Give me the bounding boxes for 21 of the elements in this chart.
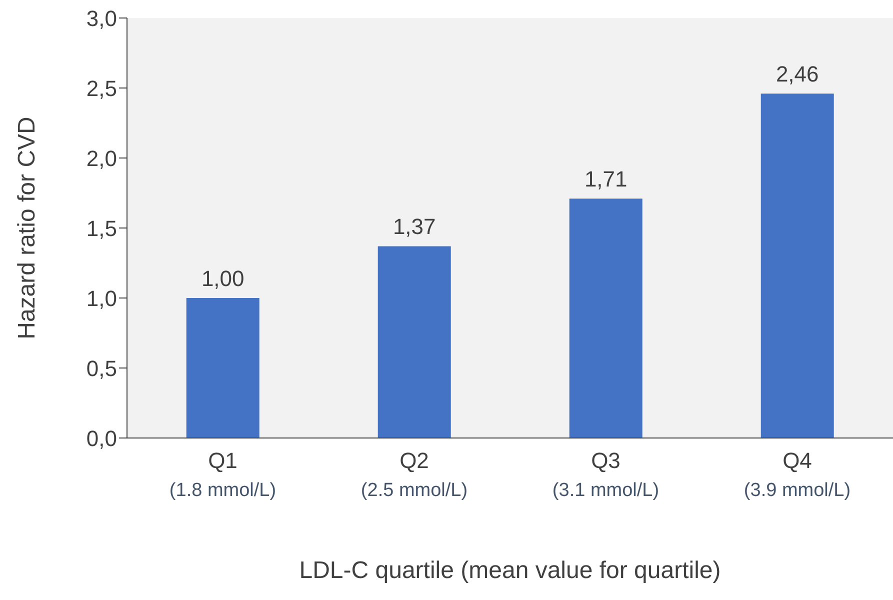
y-tick-label: 2,0 xyxy=(86,146,117,171)
y-tick-label: 3,0 xyxy=(86,6,117,31)
data-label: 1,71 xyxy=(584,166,628,192)
data-label: 1,00 xyxy=(201,266,244,291)
bar xyxy=(186,298,260,438)
bar xyxy=(378,246,451,438)
x-tick-label: Q2 (2.5 mmol/L) xyxy=(360,448,468,501)
x-axis-title: LDL-C quartile (mean value for quartile) xyxy=(299,557,721,584)
data-label: 2,46 xyxy=(776,62,819,87)
data-label: 1,37 xyxy=(392,214,436,240)
y-tick-label: 0,0 xyxy=(86,426,117,451)
bar xyxy=(760,94,834,438)
y-tick-label: 0,5 xyxy=(86,356,117,381)
y-tick-label: 1,0 xyxy=(86,286,117,311)
y-tick-label: 2,5 xyxy=(86,76,117,101)
y-axis-title: Hazard ratio for CVD xyxy=(14,116,41,340)
x-tick-label: Q3 (3.1 mmol/L) xyxy=(552,448,660,501)
x-tick-label: Q1 (1.8 mmol/L) xyxy=(169,448,276,501)
bar xyxy=(569,198,642,438)
y-tick-label: 1,5 xyxy=(86,216,117,241)
x-tick-label: Q4 (3.9 mmol/L) xyxy=(744,448,851,501)
